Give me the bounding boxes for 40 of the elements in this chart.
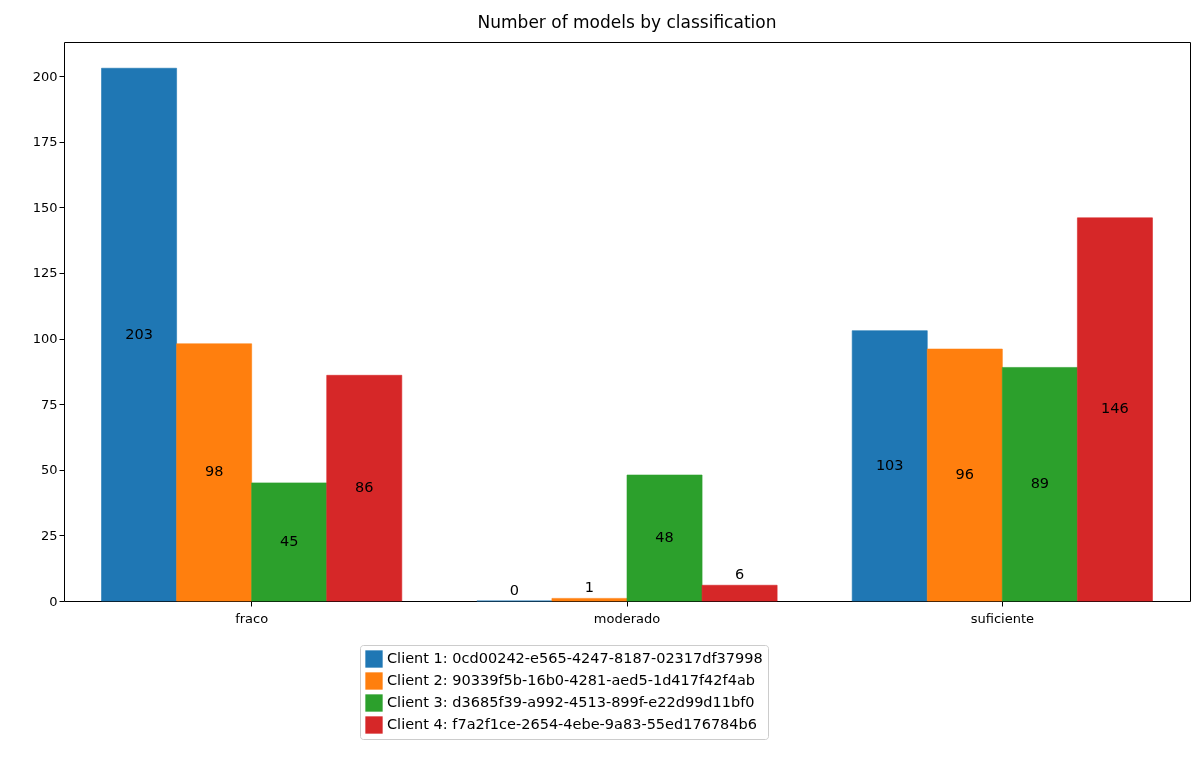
y-tick-label: 75 xyxy=(40,396,58,412)
data-label: 89 xyxy=(1030,475,1050,492)
data-label: 45 xyxy=(279,532,299,549)
bar xyxy=(626,474,703,602)
y-tick-label: 200 xyxy=(32,68,58,84)
data-label: 1 xyxy=(584,579,595,596)
data-label: 0 xyxy=(509,582,520,598)
data-label: 103 xyxy=(875,456,904,473)
bar xyxy=(101,67,177,602)
y-tick-label: 0 xyxy=(49,593,58,609)
y-tick-label: 125 xyxy=(32,265,58,281)
chart-title: Number of models by classification xyxy=(477,12,777,32)
x-tick-label: fraco xyxy=(235,610,269,626)
y-tick-label: 25 xyxy=(40,527,58,543)
bar xyxy=(1002,367,1078,602)
legend-label: Client 1: 0cd00242-e565-4247-8187-02317df37998 xyxy=(387,650,763,666)
legend-label: Client 4: f7a2f1ce-2654-4ebe-9a83-55ed176784b6 xyxy=(387,716,757,732)
bar xyxy=(1077,217,1153,602)
x-tick-label: suficiente xyxy=(970,610,1034,626)
data-label: 98 xyxy=(204,463,224,480)
data-label: 96 xyxy=(955,466,975,483)
x-tick-label: moderado xyxy=(593,610,661,626)
y-tick-label: 50 xyxy=(40,462,58,478)
data-label: 86 xyxy=(355,479,374,496)
bar xyxy=(851,330,928,602)
bar xyxy=(551,598,628,602)
bar xyxy=(176,343,252,602)
bar xyxy=(326,375,403,602)
data-label: 146 xyxy=(1101,400,1129,417)
bar xyxy=(251,482,328,602)
bar xyxy=(701,584,778,602)
data-label: 203 xyxy=(125,325,153,342)
y-tick-label: 175 xyxy=(32,134,58,150)
y-tick-label: 150 xyxy=(32,199,58,215)
bar xyxy=(926,348,1003,602)
legend-label: Client 2: 90339f5b-16b0-4281-aed5-1d417f42f4ab xyxy=(387,672,755,688)
data-label: 48 xyxy=(655,529,674,546)
y-tick-label: 100 xyxy=(32,331,58,347)
legend-label: Client 3: d3685f39-a992-4513-899f-e22d99d11bf0 xyxy=(387,694,755,710)
data-label: 6 xyxy=(734,566,745,583)
